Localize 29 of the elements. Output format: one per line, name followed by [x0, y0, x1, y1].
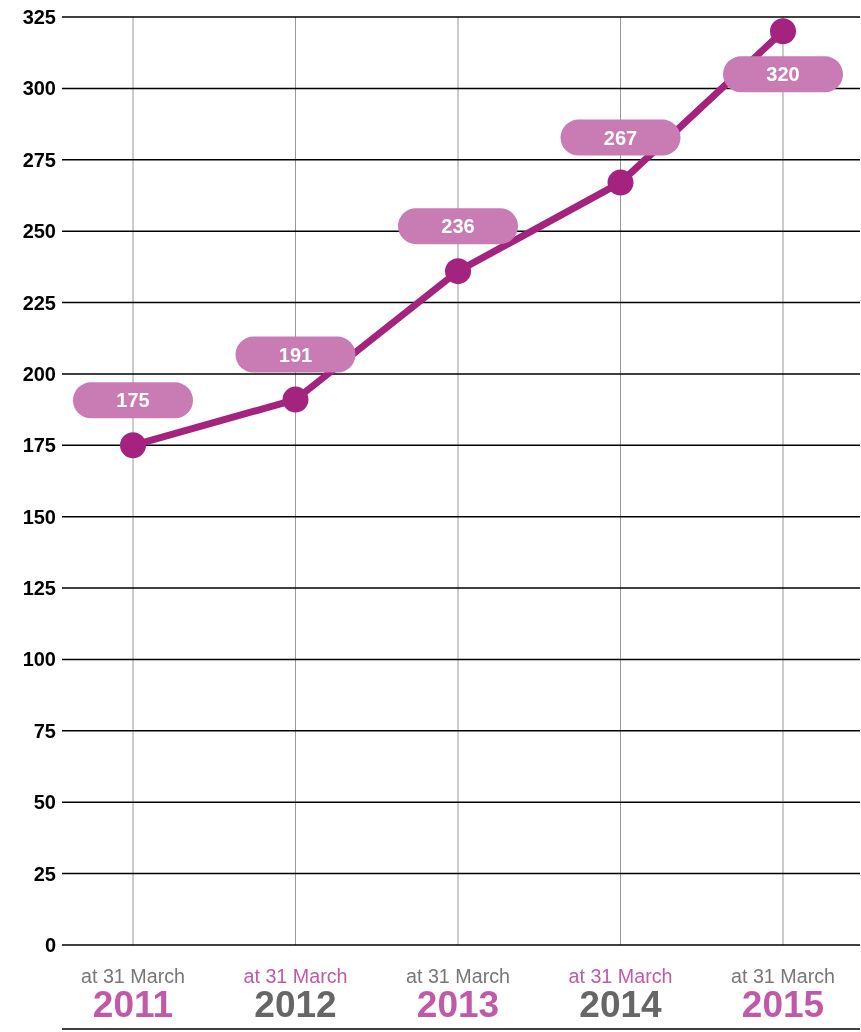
x-tick-label: at 31 March 2015: [731, 965, 837, 1025]
data-label: 320: [766, 63, 800, 86]
y-tick-label: 225: [22, 291, 56, 314]
y-tick-label: 0: [44, 934, 56, 956]
x-tick-label: at 31 March 2014: [568, 965, 675, 1025]
x-tick-label: at 31 March 2013: [406, 965, 512, 1025]
data-label: 191: [278, 343, 313, 366]
y-tick-label: 50: [33, 791, 56, 814]
y-tick-label: 300: [22, 77, 56, 100]
data-label: 267: [603, 126, 638, 149]
y-tick-label: 250: [22, 220, 56, 243]
y-tick-label: 275: [22, 148, 56, 171]
point: [607, 169, 634, 196]
y-tick-label: 125: [22, 577, 56, 600]
point: [445, 258, 471, 285]
point: [770, 18, 796, 45]
point: [120, 432, 146, 459]
data-label: 175: [116, 389, 150, 412]
data-label: 236: [441, 215, 475, 238]
y-tick-label: 175: [22, 434, 56, 457]
y-tick-label: 325: [22, 6, 56, 28]
y-tick-label: 200: [22, 362, 56, 385]
y-tick-label: 100: [22, 648, 56, 671]
y-tick-label: 75: [33, 719, 56, 742]
y-tick-label: 25: [33, 862, 56, 885]
y-tick-label: 150: [22, 505, 56, 528]
point: [282, 386, 309, 413]
x-tick-label: at 31 March 2011: [81, 965, 187, 1025]
x-tick-label: at 31 March 2012: [243, 965, 350, 1025]
